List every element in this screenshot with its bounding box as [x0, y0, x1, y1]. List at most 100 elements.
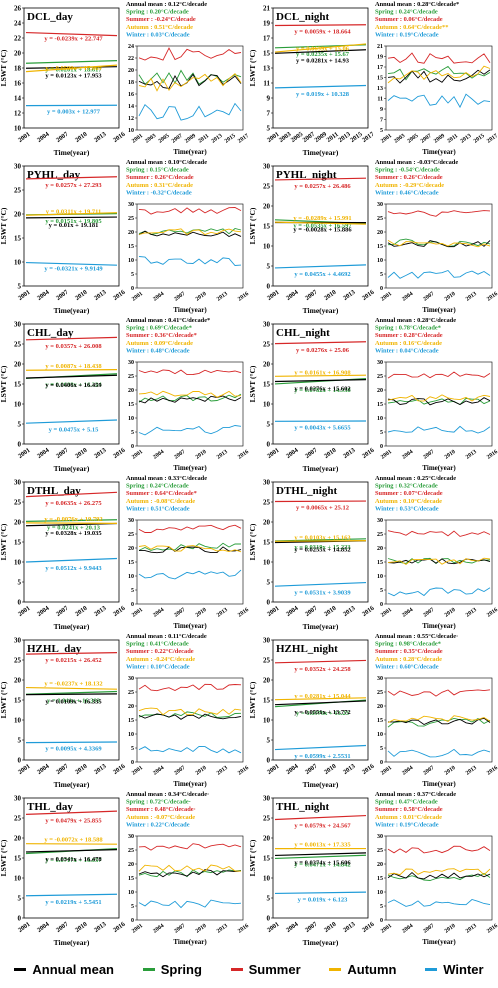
x-tick-label: 2001: [266, 605, 281, 618]
regression-line-annual: [25, 216, 118, 219]
y-tick-label: 14: [14, 95, 22, 103]
small-y-tick-label: 18: [128, 80, 134, 86]
small-y-tick-label: 0: [131, 602, 134, 608]
small-x-tick-label: 2001: [380, 607, 393, 619]
equation-label-spring: y = 0.0235x + 15.67: [296, 51, 350, 58]
small-y-tick-label: 10: [128, 732, 134, 738]
trend-annual: Annual mean : 0.28°C/decade*: [375, 1, 459, 8]
series-line-autumn: [138, 73, 242, 92]
legend-swatch: [14, 967, 27, 971]
series-line-spring: [138, 228, 242, 235]
series-line-annual: [138, 713, 242, 720]
small-x-tick-label: 2013: [211, 133, 224, 145]
equation-label-summer: y = 0.0276x + 25.06: [296, 347, 350, 354]
panel-title: DCL_night: [276, 11, 330, 23]
panel-title: CHL_day: [27, 327, 74, 339]
panel-title: DTHL_night: [276, 485, 337, 497]
y-tick-label: 10: [14, 401, 22, 409]
small-x-tick-label: 2016: [237, 765, 250, 777]
trend-label: Spring :: [375, 799, 399, 806]
equation-label-autumn: y = 0.0087x + 18.438: [45, 363, 102, 370]
trend-winter: Winter : 0.04°C/decade: [375, 347, 439, 354]
regression-line-winter: [274, 581, 367, 587]
y-tick-label: 5: [267, 125, 271, 133]
equation-label-winter: y = 0.0512x + 9.9443: [45, 565, 102, 572]
trend-value: -0.24°C/decade: [155, 16, 196, 23]
small-y-tick-label: 10: [377, 574, 383, 580]
x-tick-label: 2007: [55, 920, 70, 934]
y-tick-label: 30: [263, 637, 271, 645]
small-x-tick-label: 2017: [486, 133, 498, 145]
small-x-tick-label: 2004: [152, 765, 165, 777]
x-tick-label: 2001: [17, 447, 32, 460]
small-y-tick-label: 10: [377, 732, 383, 738]
series-line-annual: [138, 230, 242, 238]
trend-value: 0.64°C/decade: [403, 24, 442, 31]
series-line-autumn: [138, 390, 242, 398]
small-y-tick-label: 0: [380, 760, 383, 766]
trend-value: 0.09°C/decade: [154, 340, 193, 347]
trend-value: 0.10°C/decade: [151, 663, 190, 670]
y-tick-label: 22: [14, 35, 22, 43]
trend-autumn: Autumn : 0.09°C/decade: [126, 340, 193, 347]
small-x-axis-label: Time(year): [173, 780, 207, 788]
regression-line-winter: [274, 744, 367, 751]
equation-label-spring: y = 0.0688x + 16.324: [45, 382, 102, 389]
equation-label-autumn: y = -0.0076x + 19.792: [44, 516, 102, 523]
small-x-tick-label: 2003: [144, 133, 157, 145]
small-y-tick-label: 20: [377, 704, 383, 710]
x-axis-label: Time(year): [303, 780, 339, 789]
small-y-tick-label: 19: [377, 55, 383, 61]
small-x-tick-label: 2010: [195, 923, 208, 935]
y-tick-label: 10: [263, 243, 271, 251]
equation-label-autumn: y = 0.0161x + 16.908: [294, 369, 351, 376]
small-x-tick-label: 2010: [444, 607, 457, 619]
x-axis-label: Time(year): [303, 938, 339, 947]
trend-label: Summer :: [126, 490, 155, 497]
small-x-tick-label: 2003: [393, 133, 406, 145]
small-x-tick-label: 2009: [184, 133, 197, 145]
y-axis-label: LSWT (°C): [0, 839, 8, 876]
small-x-tick-label: 2007: [171, 133, 184, 145]
series-line-summer: [138, 207, 242, 215]
small-y-tick-label: 0: [380, 918, 383, 924]
x-tick-label: 2013: [93, 288, 108, 302]
small-plot-frame: [136, 45, 244, 131]
series-line-winter: [387, 587, 491, 597]
small-x-tick-label: 2010: [444, 291, 457, 303]
small-x-tick-label: 2013: [465, 923, 478, 935]
x-tick-label: 2007: [55, 762, 70, 776]
regression-line-winter: [25, 893, 118, 897]
trend-autumn: Autumn : 0.16°C/decade: [375, 340, 442, 347]
trend-label: Spring :: [126, 325, 150, 332]
equation-label-annual: y = -0.0028x + 15.886: [293, 226, 352, 233]
y-tick-label: 9: [267, 95, 271, 103]
small-y-tick-label: 15: [377, 244, 383, 250]
series-line-autumn: [387, 715, 491, 724]
small-y-tick-label: 30: [128, 834, 134, 840]
trend-label: Summer :: [126, 16, 155, 23]
small-y-tick-label: 30: [377, 360, 383, 366]
series-line-annual: [387, 871, 491, 880]
trend-winter: Winter : 0.19°C/decade: [375, 31, 439, 38]
equation-label-winter: y = 0.0475x + 5.15: [49, 426, 99, 433]
small-x-tick-label: 2001: [380, 291, 393, 303]
trend-label: Summer :: [126, 174, 155, 181]
y-tick-label: 20: [263, 519, 271, 527]
series-line-autumn: [387, 240, 491, 248]
series-line-summer: [387, 689, 491, 697]
small-x-tick-label: 2010: [444, 449, 457, 461]
trend-value: 0.41°C/decade: [150, 641, 189, 648]
series-line-summer: [387, 52, 491, 64]
small-y-tick-label: 20: [377, 862, 383, 868]
small-x-tick-label: 2007: [423, 923, 436, 935]
plot-frame: [23, 165, 120, 287]
small-x-tick-label: 2007: [174, 449, 187, 461]
trend-spring: Spring : 0.47°C/decade: [375, 799, 438, 806]
trend-value: 0.20°C/decade: [150, 9, 189, 16]
y-tick-label: 15: [14, 235, 22, 243]
x-axis-label: Time(year): [303, 464, 339, 473]
equation-label-autumn: y = 0.0311x + 19.711: [46, 208, 101, 215]
trend-annual: Annual mean : 0.11°C/decade: [126, 633, 207, 640]
small-x-tick-label: 2001: [131, 449, 144, 461]
